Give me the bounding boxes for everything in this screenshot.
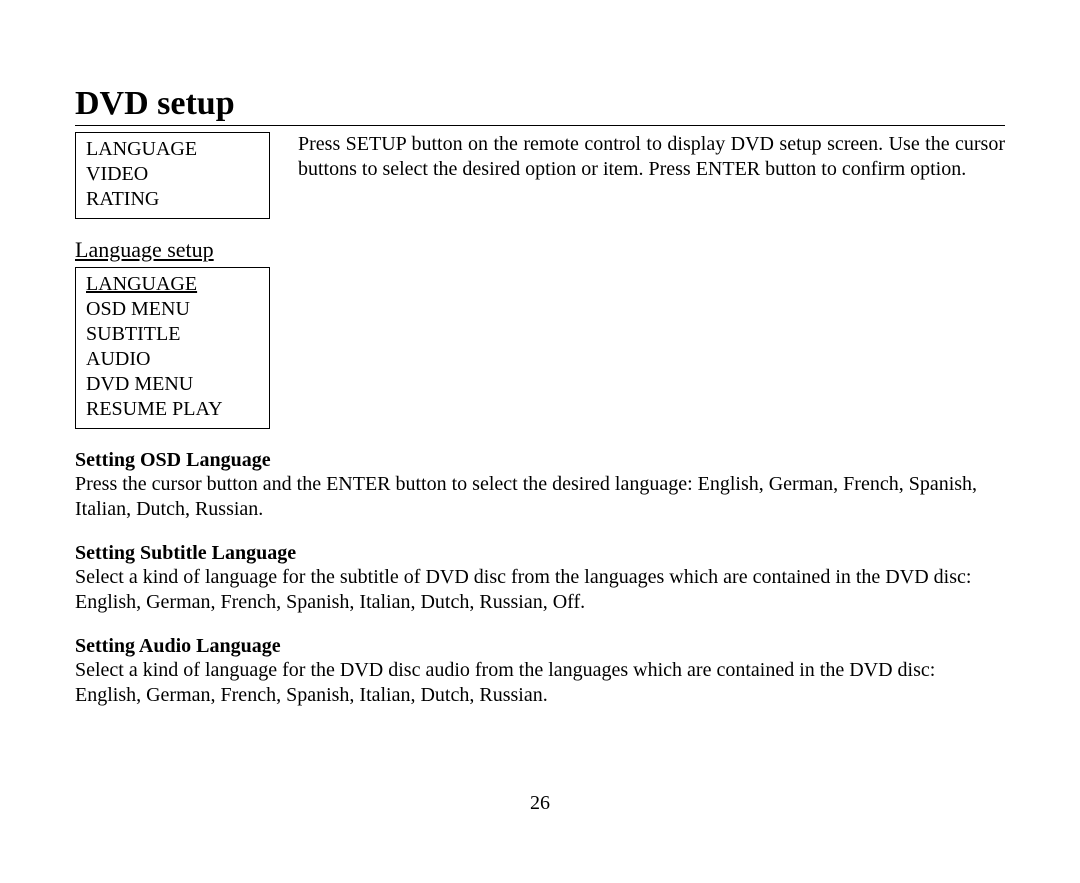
menu-item: LANGUAGE (86, 137, 259, 162)
section-body: Select a kind of language for the DVD di… (75, 658, 1005, 708)
section-title: Setting Subtitle Language (75, 542, 1005, 565)
section-title: Setting OSD Language (75, 449, 1005, 472)
menu-item: SUBTITLE (86, 322, 259, 347)
section-audio-language: Setting Audio Language Select a kind of … (75, 635, 1005, 708)
menu-item: DVD MENU (86, 372, 259, 397)
manual-page: DVD setup LANGUAGE VIDEO RATING Press SE… (0, 0, 1080, 883)
title-rule (75, 125, 1005, 126)
section-osd-language: Setting OSD Language Press the cursor bu… (75, 449, 1005, 522)
top-row: LANGUAGE VIDEO RATING Press SETUP button… (75, 132, 1005, 219)
page-number: 26 (0, 792, 1080, 815)
section-body: Press the cursor button and the ENTER bu… (75, 472, 1005, 522)
page-title: DVD setup (75, 85, 1005, 123)
menu-item-selected: LANGUAGE (86, 272, 259, 297)
section-title: Setting Audio Language (75, 635, 1005, 658)
menu-item: RESUME PLAY (86, 397, 259, 422)
setup-menu-box: LANGUAGE VIDEO RATING (75, 132, 270, 219)
menu-item: AUDIO (86, 347, 259, 372)
language-setup-subhead: Language setup (75, 237, 1005, 263)
language-menu-box: LANGUAGE OSD MENU SUBTITLE AUDIO DVD MEN… (75, 267, 270, 429)
intro-text: Press SETUP button on the remote control… (298, 132, 1005, 182)
section-subtitle-language: Setting Subtitle Language Select a kind … (75, 542, 1005, 615)
menu-item: RATING (86, 187, 259, 212)
menu-item: VIDEO (86, 162, 259, 187)
section-body: Select a kind of language for the subtit… (75, 565, 1005, 615)
menu-item: OSD MENU (86, 297, 259, 322)
